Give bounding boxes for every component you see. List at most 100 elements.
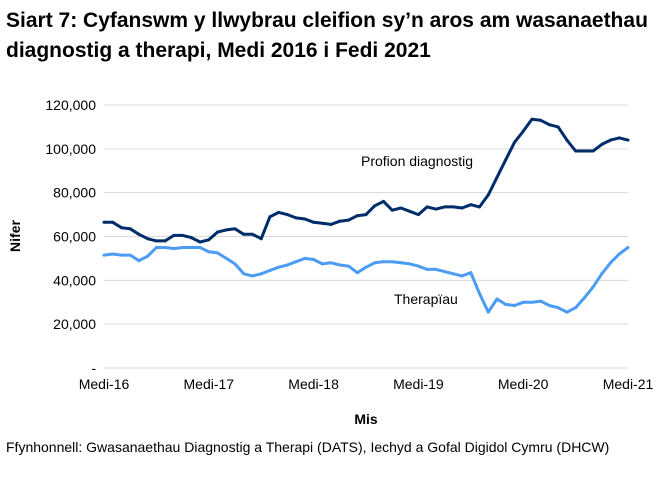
- data-point: [146, 237, 150, 241]
- data-point: [154, 245, 158, 249]
- data-point: [163, 239, 167, 243]
- data-point: [111, 220, 115, 224]
- source-note: Ffynhonnell: Gwasanaethau Diagnostig a T…: [6, 439, 610, 455]
- data-point: [224, 256, 228, 260]
- data-point: [399, 261, 403, 265]
- data-point: [303, 217, 307, 221]
- data-point: [198, 240, 202, 244]
- data-point: [285, 263, 289, 267]
- data-point: [102, 253, 106, 257]
- data-point: [137, 259, 141, 263]
- y-tick-label: 100,000: [45, 141, 96, 157]
- data-point: [451, 205, 455, 209]
- data-point: [390, 208, 394, 212]
- data-point: [163, 245, 167, 249]
- data-point: [390, 260, 394, 264]
- data-point: [102, 220, 106, 224]
- data-point: [242, 232, 246, 236]
- data-point: [556, 125, 560, 129]
- data-point: [381, 260, 385, 264]
- data-point: [600, 272, 604, 276]
- data-point: [478, 205, 482, 209]
- data-point: [512, 140, 516, 144]
- data-point: [416, 264, 420, 268]
- data-point: [434, 207, 438, 211]
- data-point: [373, 261, 377, 265]
- data-point: [355, 214, 359, 218]
- x-tick-label: Medi-17: [184, 376, 235, 392]
- data-point: [320, 262, 324, 266]
- data-point: [364, 265, 368, 269]
- data-point: [338, 219, 342, 223]
- data-point: [521, 129, 525, 133]
- data-point: [207, 238, 211, 242]
- x-tick-label: Medi-21: [603, 376, 654, 392]
- data-point: [600, 142, 604, 146]
- data-point: [565, 310, 569, 314]
- data-point: [329, 222, 333, 226]
- y-tick-label: 120,000: [45, 97, 96, 113]
- data-point: [268, 215, 272, 219]
- data-point: [582, 149, 586, 153]
- data-point: [347, 264, 351, 268]
- data-point: [626, 245, 630, 249]
- data-point: [181, 233, 185, 237]
- data-point: [504, 158, 508, 162]
- data-point: [478, 291, 482, 295]
- data-point: [451, 272, 455, 276]
- data-point: [189, 245, 193, 249]
- data-point: [294, 216, 298, 220]
- y-tick-label: 80,000: [53, 185, 96, 201]
- data-point: [495, 297, 499, 301]
- data-point: [425, 267, 429, 271]
- data-point: [364, 213, 368, 217]
- data-point: [617, 252, 621, 256]
- data-point: [373, 204, 377, 208]
- data-point: [172, 233, 176, 237]
- data-point: [495, 175, 499, 179]
- data-point: [565, 138, 569, 142]
- data-point: [216, 230, 220, 234]
- data-point: [329, 261, 333, 265]
- series-label-therapies: Therapïau: [394, 291, 458, 307]
- data-point: [259, 272, 263, 276]
- data-point: [347, 218, 351, 222]
- data-point: [408, 262, 412, 266]
- data-point: [259, 237, 263, 241]
- data-point: [512, 304, 516, 308]
- x-tick-label: Medi-19: [393, 376, 444, 392]
- data-point: [172, 247, 176, 251]
- data-point: [556, 306, 560, 310]
- data-point: [303, 256, 307, 260]
- data-point: [250, 232, 254, 236]
- y-axis-label: Nifer: [7, 220, 23, 252]
- series-label-diagnostics: Profion diagnostig: [361, 153, 473, 169]
- data-point: [277, 265, 281, 269]
- x-axis-label: Mis: [354, 411, 378, 427]
- data-point: [443, 270, 447, 274]
- data-point: [312, 220, 316, 224]
- data-point: [539, 299, 543, 303]
- data-point: [233, 227, 237, 231]
- data-point: [574, 306, 578, 310]
- data-point: [469, 271, 473, 275]
- data-point: [285, 213, 289, 217]
- data-point: [338, 263, 342, 267]
- data-point: [111, 252, 115, 256]
- data-point: [591, 149, 595, 153]
- chart-title: Siart 7: Cyfanswm y llwybrau cleifion sy…: [6, 9, 648, 62]
- data-point: [425, 205, 429, 209]
- x-tick-label: Medi-18: [288, 376, 339, 392]
- data-point: [591, 285, 595, 289]
- data-point: [250, 274, 254, 278]
- data-point: [469, 203, 473, 207]
- data-point: [434, 267, 438, 271]
- data-point: [416, 213, 420, 217]
- data-point: [181, 245, 185, 249]
- data-point: [530, 117, 534, 121]
- data-point: [198, 245, 202, 249]
- data-point: [189, 236, 193, 240]
- data-point: [312, 258, 316, 262]
